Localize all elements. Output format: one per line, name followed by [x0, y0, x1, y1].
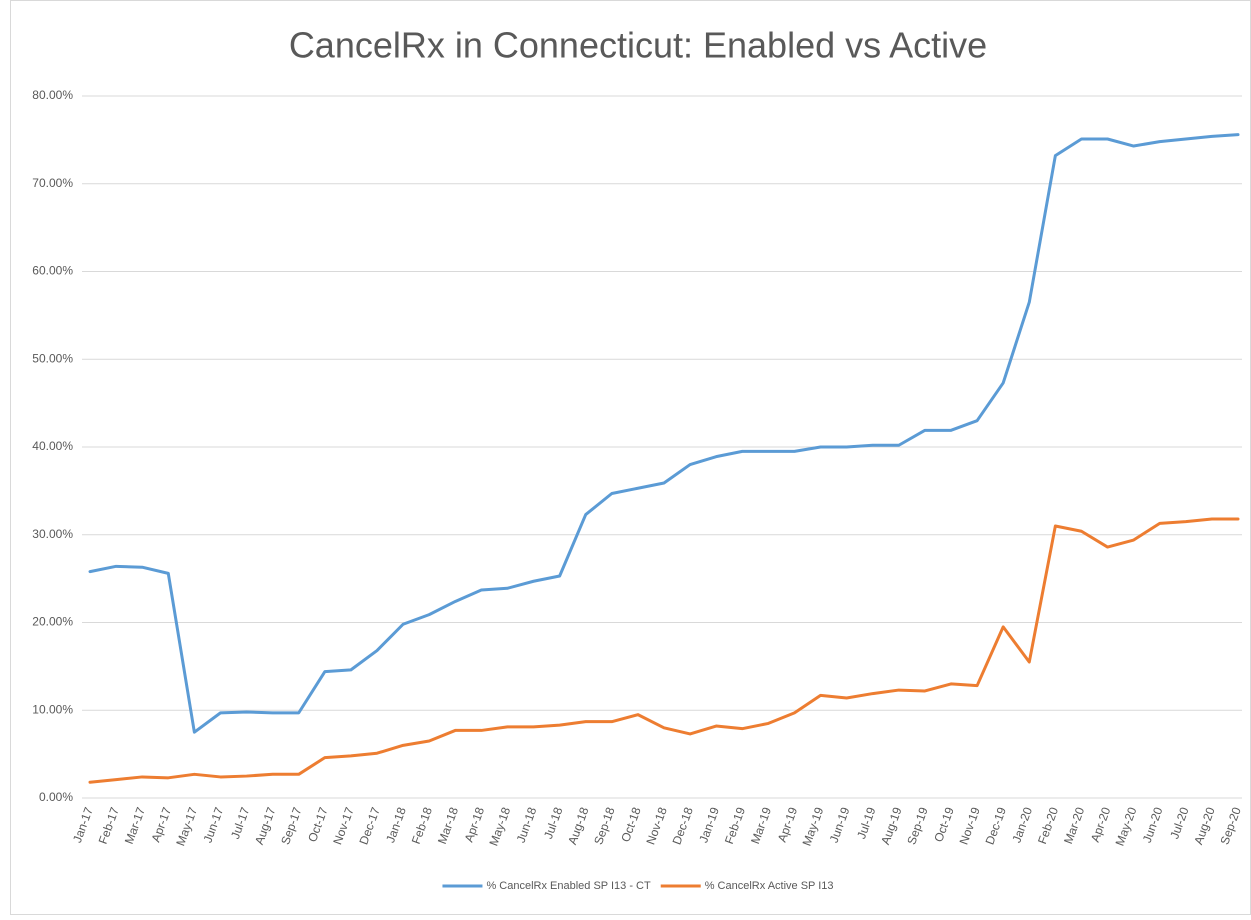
chart-border	[10, 0, 1251, 915]
legend-label: % CancelRx Enabled SP I13 - CT	[486, 880, 651, 892]
y-tick-label: 70.00%	[32, 176, 73, 190]
y-tick-label: 0.00%	[39, 790, 73, 804]
y-tick-label: 50.00%	[32, 351, 73, 365]
legend-label: % CancelRx Active SP I13	[705, 880, 834, 892]
chart-title: CancelRx in Connecticut: Enabled vs Acti…	[289, 25, 987, 66]
y-tick-label: 30.00%	[32, 527, 73, 541]
y-tick-label: 80.00%	[32, 88, 73, 102]
series-line	[88, 517, 1240, 784]
series-line	[88, 133, 1240, 734]
y-tick-label: 20.00%	[32, 615, 73, 629]
y-tick-label: 10.00%	[32, 702, 73, 716]
y-tick-label: 60.00%	[32, 264, 73, 278]
y-tick-label: 40.00%	[32, 439, 73, 453]
